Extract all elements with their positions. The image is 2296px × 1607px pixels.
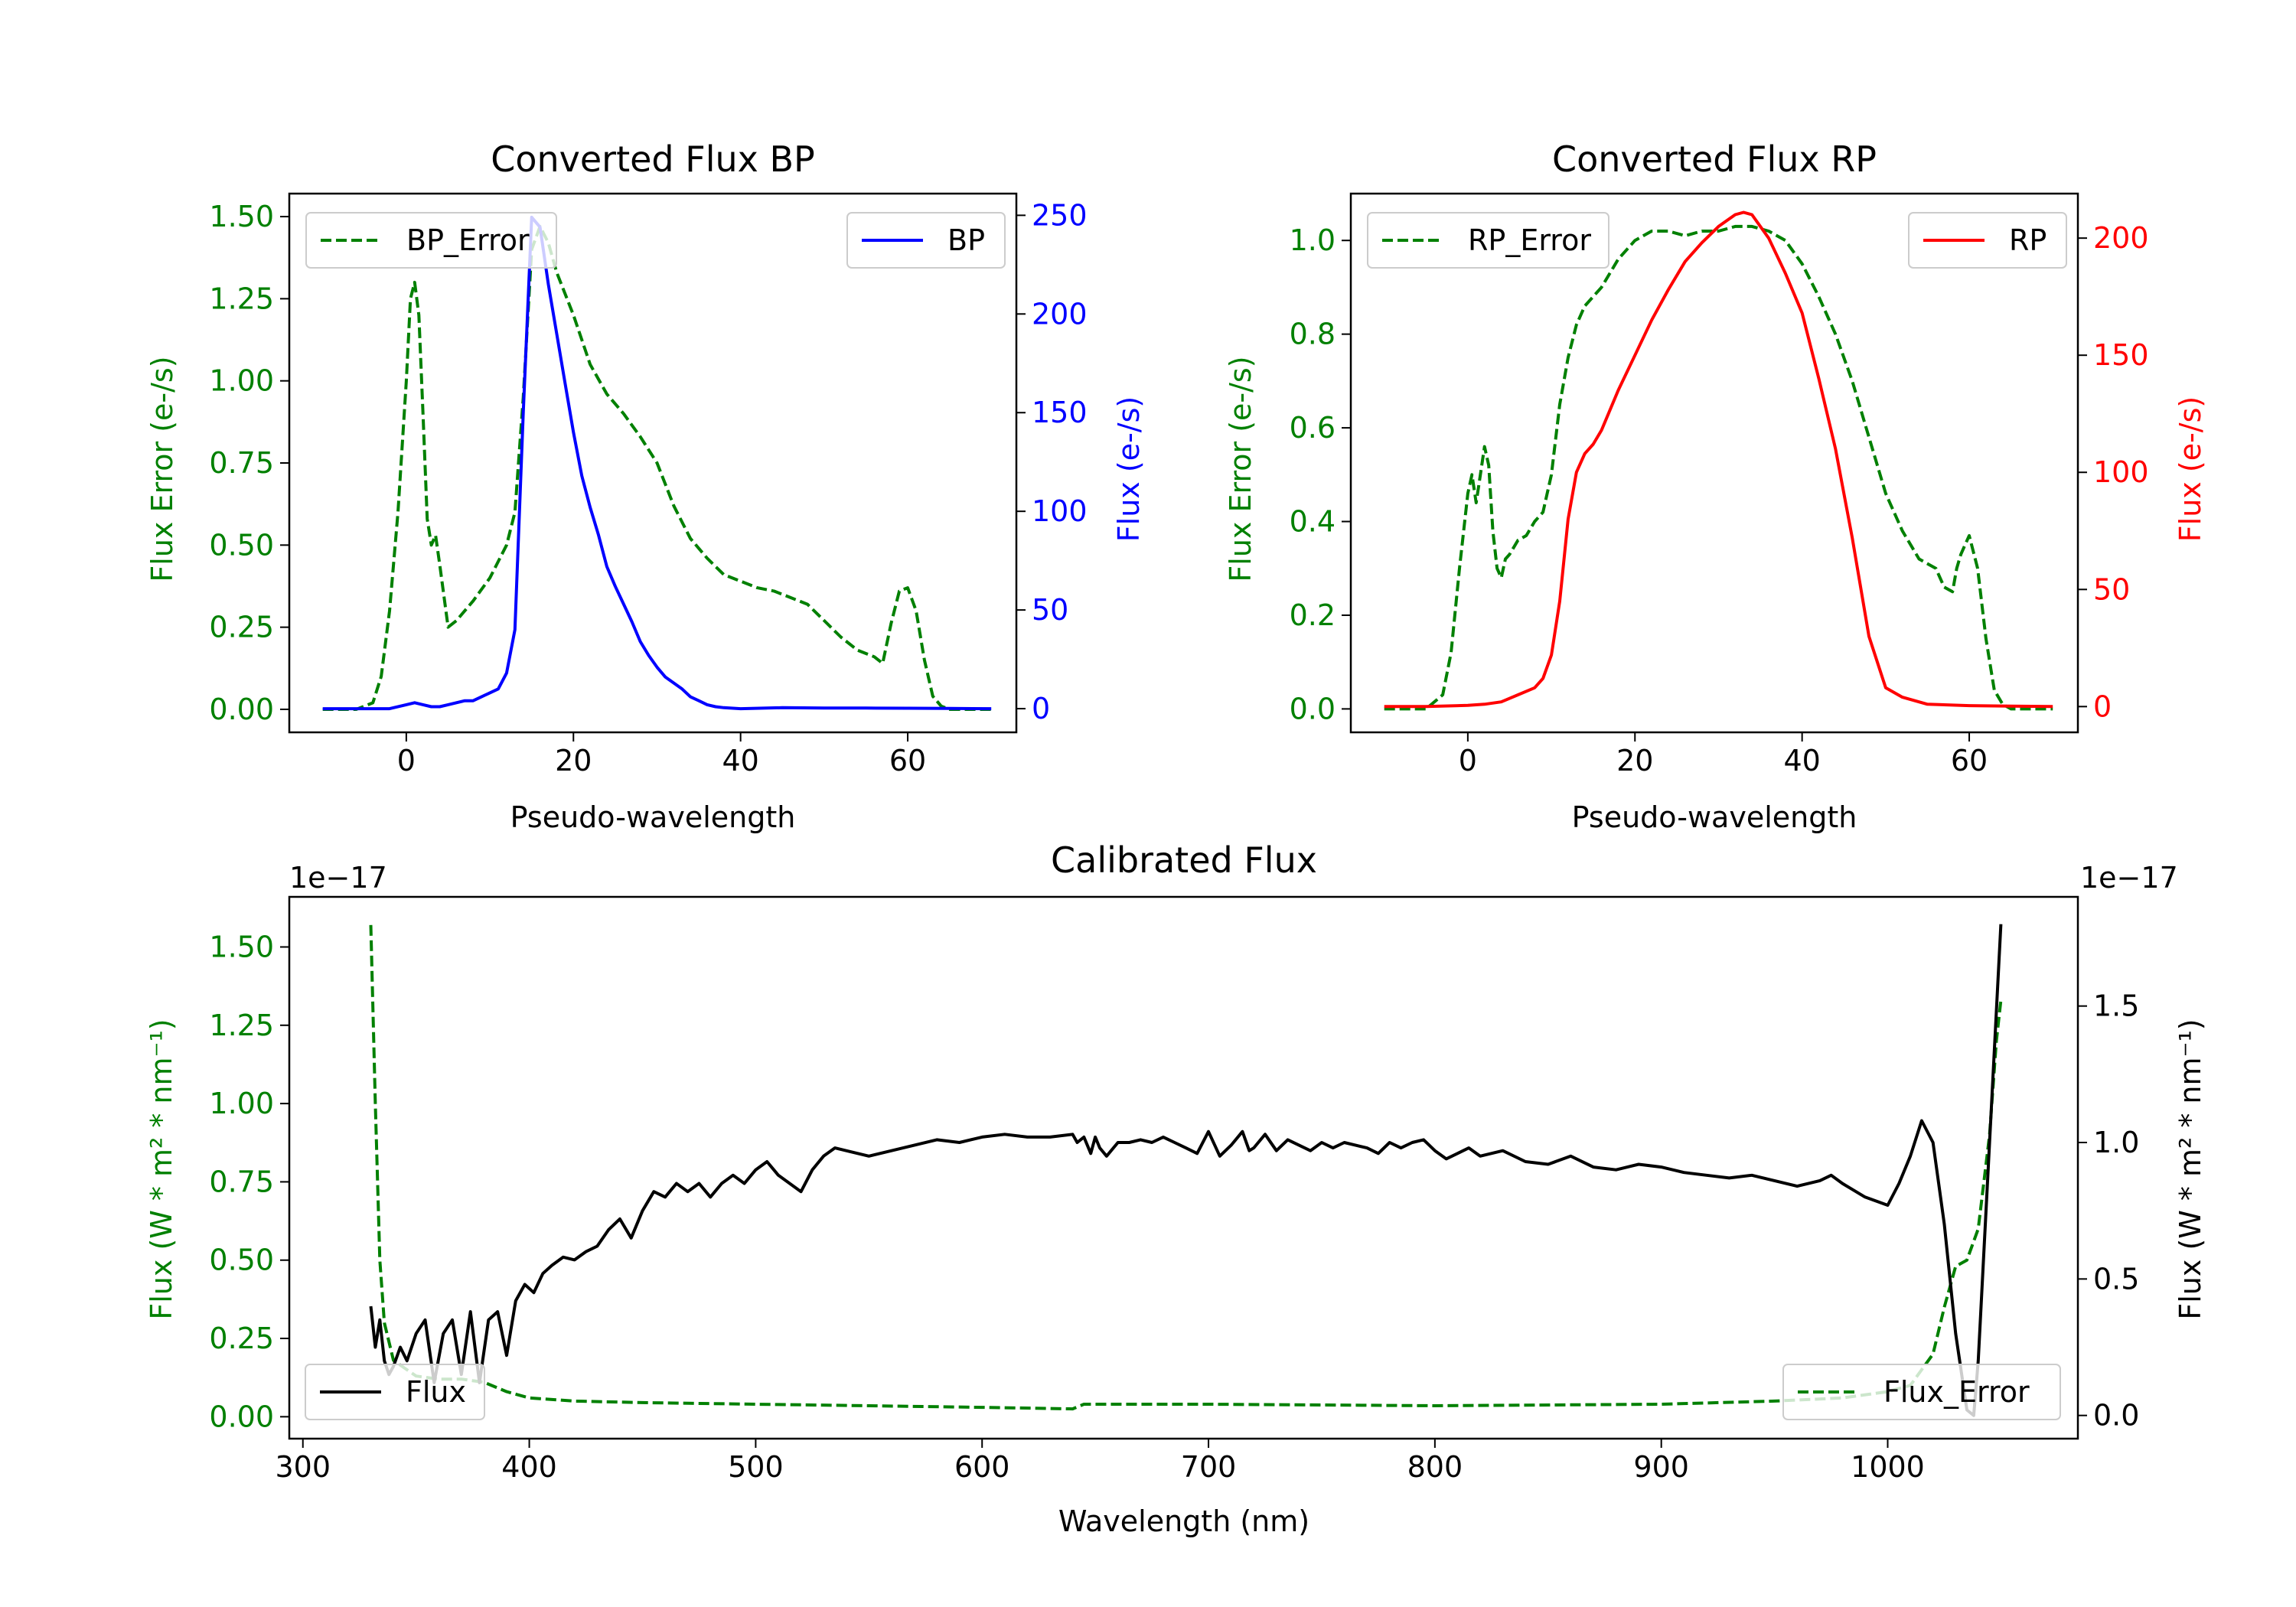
- calibrated-left-y-tick-label: 1.00: [209, 1087, 274, 1120]
- calibrated-left-y-tick-label: 0.00: [209, 1400, 274, 1433]
- calibrated-x-tick-label: 600: [954, 1450, 1010, 1484]
- bp-right-y-tick-label: 50: [1032, 593, 1068, 627]
- calibrated-right-y-tick-label: 1.5: [2093, 989, 2139, 1023]
- bp-x-axis-label: Pseudo-wavelength: [510, 800, 796, 834]
- calibrated-x-tick-label: 400: [501, 1450, 557, 1484]
- calibrated-right-legend[interactable]: Flux_Error: [1782, 1364, 2061, 1420]
- bp-right-y-tick-label: 150: [1032, 396, 1088, 429]
- rp-left-y-tick-label: 0.6: [1290, 411, 1336, 445]
- calibrated-right-offset-label: 1e−17: [2080, 861, 2178, 895]
- calibrated-x-tick-label: 900: [1633, 1450, 1689, 1484]
- calibrated-x-axis-label: Wavelength (nm): [1058, 1504, 1309, 1538]
- bp-x-tick-label: 20: [555, 744, 592, 777]
- rp-chart-title: Converted Flux RP: [1552, 139, 1877, 180]
- rp-right-y-tick-label: 150: [2093, 338, 2149, 372]
- rp-right-y-tick-label: 0: [2093, 689, 2112, 723]
- rp-right-y-tick-label: 50: [2093, 572, 2130, 606]
- calibrated-right-y-axis-label: Flux (W * m² * nm⁻¹): [2174, 1019, 2207, 1319]
- bp-right-legend-label: BP: [947, 223, 985, 257]
- calibrated-x-tick-label: 300: [275, 1450, 331, 1484]
- bp-chart-panel: 0 20 40 60 0.00 0.25 0.50 0.75 1.00 1.25 1.50 0 50 10…: [145, 139, 1146, 834]
- rp-left-y-axis-label: Flux Error (e-/s): [1224, 356, 1257, 582]
- bp-left-legend-frame: [305, 212, 557, 269]
- bp-left-y-tick-label: 0.00: [209, 693, 274, 726]
- rp-right-legend-label: RP: [2009, 223, 2047, 257]
- bp-left-legend[interactable]: BP_Error: [305, 212, 557, 269]
- bp-right-y-axis-label: Flux (e-/s): [1112, 396, 1146, 542]
- bp-right-y-tick-label: 100: [1032, 494, 1088, 528]
- calibrated-right-legend-frame: [1782, 1364, 2061, 1420]
- rp-error-series-line: [1384, 224, 2053, 711]
- bp-right-y-tick-label: 200: [1032, 297, 1088, 331]
- bp-left-y-axis-label: Flux Error (e-/s): [145, 356, 179, 582]
- rp-left-y-tick-label: 0.4: [1290, 505, 1336, 539]
- rp-left-y-tick-label: 0.0: [1290, 692, 1336, 725]
- rp-left-y-tick-label: 0.2: [1290, 598, 1336, 632]
- calibrated-left-y-tick-label: 1.25: [209, 1009, 274, 1042]
- calibrated-flux-series-line: [369, 924, 2003, 1417]
- calibrated-right-y-tick-label: 1.0: [2093, 1126, 2139, 1159]
- rp-left-legend-label: RP_Error: [1468, 223, 1591, 257]
- bp-right-y-tick-label: 250: [1032, 198, 1088, 232]
- calibrated-left-y-axis-label: Flux (W * m² * nm⁻¹): [145, 1019, 178, 1319]
- rp-right-y-tick-label: 200: [2093, 221, 2149, 255]
- calibrated-left-legend[interactable]: Flux: [305, 1364, 485, 1420]
- bp-left-legend-label: BP_Error: [406, 223, 530, 257]
- calibrated-axes-frame: [288, 895, 2079, 1440]
- calibrated-left-y-tick-label: 1.50: [209, 930, 274, 963]
- rp-right-legend[interactable]: RP: [1908, 212, 2067, 269]
- calibrated-left-y-tick-label: 0.75: [209, 1165, 274, 1198]
- bp-left-y-tick-label: 0.50: [209, 528, 274, 562]
- calibrated-chart-title: Calibrated Flux: [1051, 839, 1317, 881]
- calibrated-x-tick-label: 500: [728, 1450, 784, 1484]
- calibrated-chart-panel: 300 400 500 600 700 800 900 1000 0.00 0.25 0.50 0.7…: [145, 839, 2207, 1538]
- rp-left-legend[interactable]: RP_Error: [1367, 212, 1609, 269]
- bp-left-y-tick-label: 1.50: [209, 200, 274, 233]
- rp-right-y-tick-label: 100: [2093, 455, 2149, 489]
- calibrated-x-tick-label: 800: [1407, 1450, 1463, 1484]
- bp-x-tick-label: 40: [722, 744, 758, 777]
- bp-x-tick-label: 0: [397, 744, 416, 777]
- calibrated-x-tick-label: 1000: [1851, 1450, 1925, 1484]
- rp-right-y-axis-label: Flux (e-/s): [2174, 396, 2207, 542]
- calibrated-left-legend-frame: [305, 1364, 485, 1420]
- calibrated-left-y-tick-label: 0.50: [209, 1244, 274, 1277]
- bp-right-legend[interactable]: BP: [846, 212, 1006, 269]
- rp-right-legend-frame: [1908, 212, 2067, 269]
- bp-left-y-tick-label: 1.25: [209, 282, 274, 315]
- rp-axes-frame: [1349, 192, 2079, 734]
- rp-flux-series-line: [1384, 210, 2053, 709]
- calibrated-right-y-tick-label: 0.0: [2093, 1399, 2139, 1433]
- bp-right-legend-frame: [846, 212, 1006, 269]
- bp-flux-series-line: [322, 215, 992, 711]
- bp-chart-title: Converted Flux BP: [491, 139, 815, 180]
- bp-left-y-tick-label: 0.25: [209, 611, 274, 644]
- rp-x-tick-label: 0: [1459, 744, 1477, 777]
- rp-x-tick-label: 60: [1951, 744, 1988, 777]
- rp-left-y-tick-label: 0.8: [1290, 318, 1336, 351]
- rp-x-tick-label: 20: [1616, 744, 1653, 777]
- calibrated-x-tick-label: 700: [1181, 1450, 1237, 1484]
- rp-x-tick-label: 40: [1783, 744, 1820, 777]
- bp-error-series-line: [322, 224, 992, 711]
- calibrated-left-offset-label: 1e−17: [289, 861, 387, 895]
- bp-left-y-tick-label: 0.75: [209, 446, 274, 480]
- bp-right-y-tick-label: 0: [1032, 692, 1050, 725]
- rp-chart-panel: 0 20 40 60 0.0 0.2 0.4 0.6 0.8 1.0 0 50 100 150 200 Co…: [1224, 139, 2207, 834]
- calibrated-left-y-tick-label: 0.25: [209, 1322, 274, 1355]
- calibrated-error-series-line: [369, 924, 2003, 1411]
- rp-x-axis-label: Pseudo-wavelength: [1572, 800, 1857, 834]
- rp-left-legend-frame: [1367, 212, 1609, 269]
- calibrated-right-y-tick-label: 0.5: [2093, 1262, 2139, 1296]
- calibrated-right-legend-label: Flux_Error: [1883, 1375, 2030, 1409]
- rp-left-y-tick-label: 1.0: [1290, 223, 1336, 257]
- bp-x-tick-label: 60: [889, 744, 926, 777]
- calibrated-left-legend-label: Flux: [406, 1375, 466, 1409]
- bp-left-y-tick-label: 1.00: [209, 364, 274, 398]
